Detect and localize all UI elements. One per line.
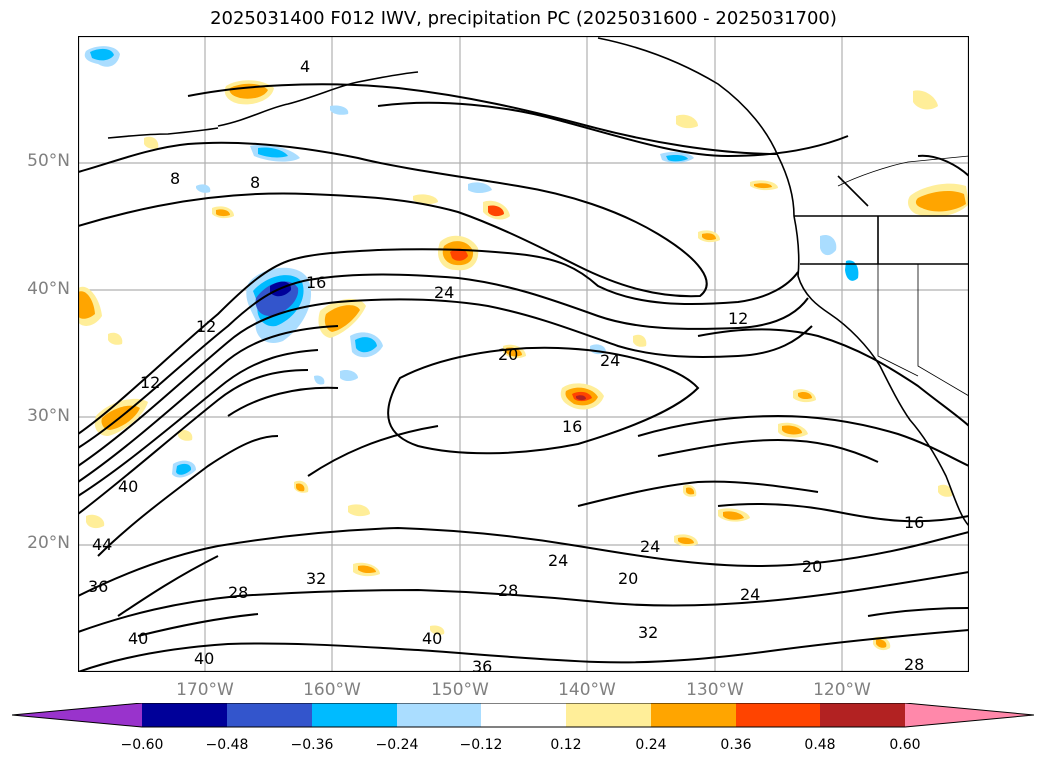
contour-label: 40 — [194, 649, 214, 668]
contour-label: 32 — [638, 623, 658, 642]
coastlines — [107, 37, 969, 527]
contour-label: 28 — [498, 581, 518, 600]
lat-label-30n: 30°N — [27, 406, 70, 426]
contour-label: 44 — [92, 535, 112, 554]
lat-label-40n: 40°N — [27, 279, 70, 299]
colorbar-segment — [736, 703, 820, 727]
colorbar-tick-label: 0.36 — [720, 737, 752, 753]
contour-label: 16 — [904, 513, 924, 532]
contour-label: 24 — [740, 585, 760, 604]
contour-label: 24 — [600, 351, 620, 370]
lon-label-140w: 140°W — [558, 680, 616, 700]
lon-label-170w: 170°W — [176, 680, 234, 700]
contour-label: 40 — [128, 629, 148, 648]
precip-negative-patches — [84, 46, 859, 478]
contour-label: 28 — [904, 655, 924, 672]
lat-label-20n: 20°N — [27, 533, 70, 553]
colorbar-outline — [12, 703, 1034, 728]
contour-label: 20 — [618, 569, 638, 588]
map-panel: 4 8 8 12 12 12 16 16 16 20 20 20 24 24 2… — [78, 36, 969, 672]
colorbar-segment — [227, 703, 312, 727]
state-borders — [837, 155, 969, 397]
colorbar-extend-low — [12, 703, 142, 727]
contour-label: 16 — [306, 273, 326, 292]
contour-label: 28 — [228, 583, 248, 602]
colorbar-tick-label: −0.36 — [290, 737, 334, 753]
colorbar-extend-high — [905, 703, 1034, 727]
lon-label-130w: 130°W — [686, 680, 744, 700]
contour-label: 20 — [498, 345, 518, 364]
colorbar-tick-label: 0.48 — [804, 737, 836, 753]
contour-label: 8 — [170, 169, 180, 188]
lon-label-120w: 120°W — [813, 680, 871, 700]
colorbar-tick-label: 0.24 — [635, 737, 667, 753]
contour-label: 24 — [548, 551, 568, 570]
iwv-contours — [78, 83, 969, 672]
contour-label: 36 — [472, 657, 492, 672]
colorbar-tick-label: −0.12 — [459, 737, 503, 753]
colorbar-segment — [566, 703, 651, 727]
lat-label-50n: 50°N — [27, 151, 70, 171]
colorbar-segment — [397, 703, 481, 727]
lon-label-150w: 150°W — [431, 680, 489, 700]
colorbar-segment — [481, 703, 566, 727]
contour-label: 20 — [802, 557, 822, 576]
colorbar-tick-label: −0.60 — [120, 737, 164, 753]
map-frame — [78, 36, 969, 672]
contour-label: 12 — [728, 309, 748, 328]
colorbar-tick-label: −0.48 — [205, 737, 249, 753]
lon-label-160w: 160°W — [303, 680, 361, 700]
contour-label: 40 — [422, 629, 442, 648]
contour-label: 16 — [562, 417, 582, 436]
colorbar-tick-label: 0.60 — [889, 737, 921, 753]
contour-label: 12 — [140, 373, 160, 392]
colorbar-segment — [820, 703, 905, 727]
precip-positive-patches — [78, 80, 969, 651]
colorbar-segment — [312, 703, 397, 727]
colorbar-segment — [651, 703, 736, 727]
contour-label: 32 — [306, 569, 326, 588]
figure-title: 2025031400 F012 IWV, precipitation PC (2… — [210, 8, 837, 29]
contour-label: 36 — [88, 577, 108, 596]
colorbar — [12, 703, 1034, 728]
contour-label: 12 — [196, 317, 216, 336]
colorbar-tick-label: −0.24 — [375, 737, 419, 753]
contour-label: 4 — [300, 57, 310, 76]
colorbar-tick-label: 0.12 — [550, 737, 582, 753]
contour-label: 24 — [434, 283, 454, 302]
contour-label: 40 — [118, 477, 138, 496]
colorbar-segment — [142, 703, 227, 727]
contour-label: 24 — [640, 537, 660, 556]
contour-label: 8 — [250, 173, 260, 192]
contour-labels: 4 8 8 12 12 12 16 16 16 20 20 20 24 24 2… — [88, 57, 924, 672]
